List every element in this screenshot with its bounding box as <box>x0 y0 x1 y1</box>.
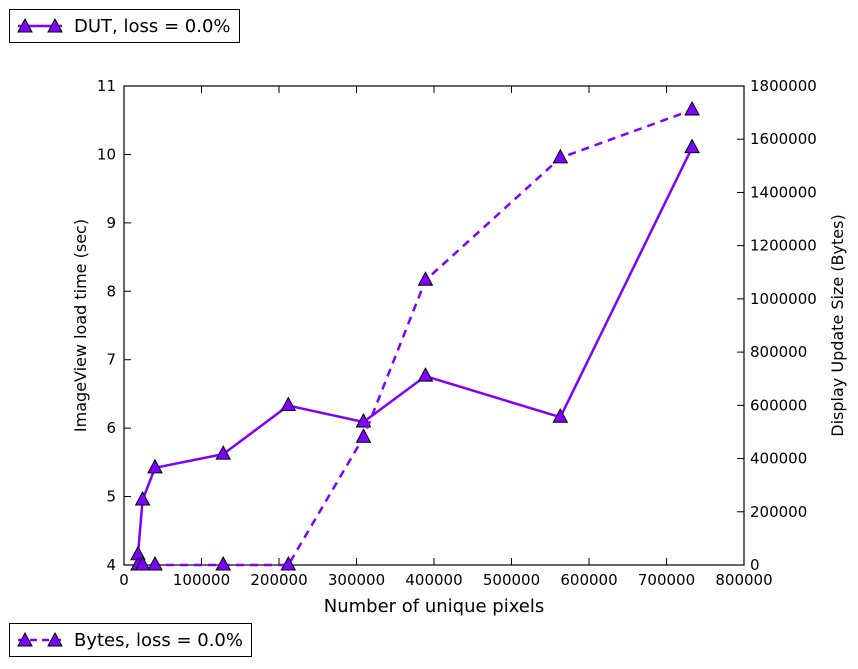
y-tick-label: 10 <box>97 145 116 163</box>
legend-bottom-label: Bytes, loss = 0.0% <box>74 629 243 651</box>
data-point-bytes <box>684 100 700 116</box>
y2-axis-label: Display Update Size (Bytes) <box>828 214 847 436</box>
x-tick-label: 300000 <box>328 571 385 589</box>
y2-tick-label: 1400000 <box>750 183 817 201</box>
legend-dashed-line-icon <box>17 631 63 647</box>
x-tick-label: 700000 <box>638 571 695 589</box>
x-tick-label: 400000 <box>405 571 462 589</box>
y2-tick-label: 800000 <box>750 343 807 361</box>
legend-top: DUT, loss = 0.0% <box>9 9 240 43</box>
data-point-dut <box>417 367 434 382</box>
data-point-dut <box>355 412 372 428</box>
y-axis-label: ImageView load time (sec) <box>71 219 90 432</box>
data-point-dut <box>684 138 700 154</box>
data-point-dut <box>134 490 151 506</box>
y2-tick-label: 400000 <box>750 450 807 468</box>
series-line-dut <box>136 147 694 555</box>
y-tick-label: 4 <box>106 556 116 574</box>
data-point-dut <box>147 458 163 474</box>
x-tick-label: 100000 <box>173 571 230 589</box>
y-tick-label: 5 <box>106 488 116 506</box>
x-axis-label: Number of unique pixels <box>324 596 545 617</box>
x-tick-label: 200000 <box>250 571 307 589</box>
legend-top-label: DUT, loss = 0.0% <box>74 15 231 37</box>
y-tick-label: 8 <box>106 282 116 300</box>
y2-tick-label: 600000 <box>750 396 807 414</box>
y2-tick-label: 1800000 <box>750 77 817 95</box>
data-point-bytes <box>280 555 297 571</box>
legend-bottom: Bytes, loss = 0.0% <box>9 623 252 657</box>
data-point-bytes <box>147 555 163 571</box>
y2-tick-label: 0 <box>750 556 760 574</box>
data-point-dut <box>215 445 232 460</box>
y2-tick-label: 1000000 <box>750 290 817 308</box>
data-point-bytes <box>355 428 372 443</box>
x-tick-label: 800000 <box>715 571 772 589</box>
x-tick-label: 500000 <box>483 571 540 589</box>
data-point-dut <box>552 408 569 423</box>
plot-frame <box>123 85 745 566</box>
data-point-bytes <box>417 271 434 286</box>
x-tick-label: 0 <box>119 571 129 589</box>
y2-tick-label: 1200000 <box>750 237 817 255</box>
y2-tick-label: 1600000 <box>750 130 817 148</box>
data-point-dut <box>280 396 297 412</box>
series-line-bytes <box>137 108 693 567</box>
y-tick-label: 6 <box>106 419 116 437</box>
data-point-bytes <box>215 555 232 571</box>
y-tick-label: 11 <box>97 77 116 95</box>
x-tick-label: 600000 <box>560 571 617 589</box>
legend-solid-line-icon <box>17 17 63 33</box>
data-point-bytes <box>552 148 569 164</box>
y-tick-label: 9 <box>106 214 116 232</box>
data-point-bytes <box>134 555 151 571</box>
y-tick-label: 7 <box>106 351 116 369</box>
y2-tick-label: 200000 <box>750 503 807 521</box>
